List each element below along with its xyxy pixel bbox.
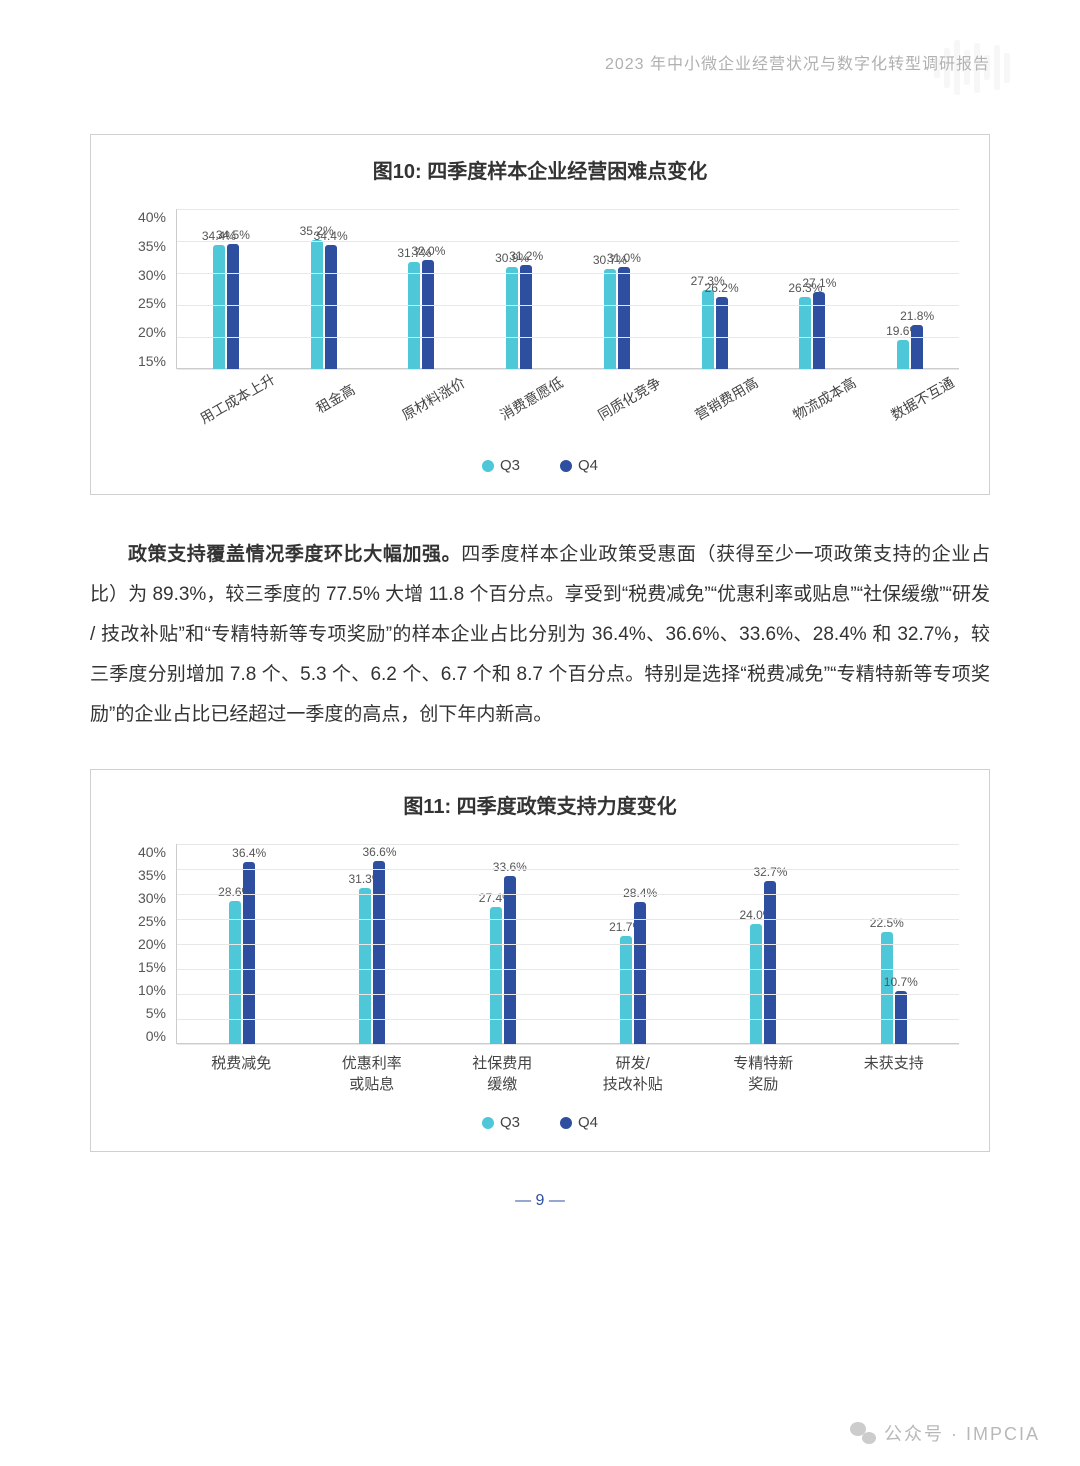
chart-10-plot: 34.4%34.5%35.2%34.4%31.7%32.0%30.9%31.2%…	[176, 209, 959, 369]
chart-10-x-labels: 用工成本上升租金高原材料涨价消费意愿低同质化竞争营销费用高物流成本高数据不互通	[176, 377, 959, 412]
x-axis-label: 未获支持	[829, 1052, 960, 1094]
legend-label-q3: Q3	[500, 1114, 520, 1131]
bar: 27.4%	[490, 907, 502, 1044]
chart-11-plot: 28.6%36.4%31.3%36.6%27.4%33.6%21.7%28.4%…	[176, 844, 959, 1044]
bar: 10.7%	[895, 991, 907, 1045]
body-paragraph: 政策支持覆盖情况季度环比大幅加强。四季度样本企业政策受惠面（获得至少一项政策支持…	[90, 535, 990, 734]
chart-11-title: 图11: 四季度政策支持力度变化	[121, 790, 959, 819]
paragraph-bold-lead: 政策支持覆盖情况季度环比大幅加强。	[128, 544, 461, 565]
wechat-icon	[850, 1422, 876, 1444]
legend-dot-q4-icon	[560, 460, 572, 472]
bar: 19.6%	[897, 340, 909, 369]
x-axis-label: 社保费用缓缴	[437, 1052, 568, 1094]
bar: 31.3%	[359, 888, 371, 1045]
x-axis-label: 研发/技改补贴	[568, 1052, 699, 1094]
legend-dot-q3-icon	[482, 460, 494, 472]
bar: 30.9%	[506, 267, 518, 369]
chart-10-container: 图10: 四季度样本企业经营困难点变化 40%35%30%25%20%15% 3…	[90, 134, 990, 495]
bar-group: 22.5%10.7%	[829, 932, 959, 1045]
bar: 31.2%	[520, 265, 532, 369]
bar-group: 28.6%36.4%	[177, 862, 307, 1044]
legend-label-q4: Q4	[578, 1114, 598, 1131]
chart-10-title: 图10: 四季度样本企业经营困难点变化	[121, 155, 959, 184]
bar: 30.7%	[604, 269, 616, 369]
page-header-title: 2023 年中小微企业经营状况与数字化转型调研报告	[90, 50, 990, 74]
bar-group: 21.7%28.4%	[568, 902, 698, 1044]
footer-text: 公众号 · IMPCIA	[884, 1420, 1040, 1446]
legend-label-q3: Q3	[500, 457, 520, 474]
page-number: — 9 —	[90, 1192, 990, 1210]
bar: 32.0%	[422, 260, 434, 369]
x-axis-label: 专精特新奖励	[698, 1052, 829, 1094]
bar-group: 31.7%32.0%	[373, 260, 471, 369]
bar: 26.2%	[716, 297, 728, 369]
bar: 31.7%	[408, 262, 420, 369]
bar: 21.7%	[620, 936, 632, 1045]
bar: 34.5%	[227, 244, 239, 369]
chart-11-container: 图11: 四季度政策支持力度变化 40%35%30%25%20%15%10%5%…	[90, 769, 990, 1152]
bar: 36.4%	[243, 862, 255, 1044]
bar: 31.0%	[618, 267, 630, 369]
legend-dot-q3-icon	[482, 1117, 494, 1129]
legend-dot-q4-icon	[560, 1117, 572, 1129]
bar-group: 31.3%36.6%	[307, 861, 437, 1044]
bar: 26.3%	[799, 297, 811, 369]
bar: 36.6%	[373, 861, 385, 1044]
bar-group: 34.4%34.5%	[177, 244, 275, 369]
bar: 21.8%	[911, 325, 923, 369]
x-axis-label: 优惠利率或贴息	[307, 1052, 438, 1094]
chart-11-legend: Q3 Q4	[121, 1114, 959, 1131]
bar: 28.6%	[229, 901, 241, 1044]
bar: 34.4%	[213, 245, 225, 369]
bar-group: 30.7%31.0%	[568, 267, 666, 369]
bar: 27.3%	[702, 290, 714, 369]
bar: 27.1%	[813, 292, 825, 369]
bar-group: 30.9%31.2%	[470, 265, 568, 369]
footer-brand: 公众号 · IMPCIA	[850, 1420, 1040, 1446]
chart-11-x-labels: 税费减免优惠利率或贴息社保费用缓缴研发/技改补贴专精特新奖励未获支持	[176, 1052, 959, 1094]
chart-10-legend: Q3 Q4	[121, 457, 959, 474]
legend-label-q4: Q4	[578, 457, 598, 474]
chart-11-y-axis: 40%35%30%25%20%15%10%5%0%	[121, 844, 166, 1044]
header-watermark-icon	[934, 40, 1010, 95]
x-axis-label: 税费减免	[176, 1052, 307, 1094]
bar: 24.0%	[750, 924, 762, 1044]
bar: 28.4%	[634, 902, 646, 1044]
paragraph-rest: 四季度样本企业政策受惠面（获得至少一项政策支持的企业占比）为 89.3%，较三季…	[90, 544, 990, 725]
chart-10-y-axis: 40%35%30%25%20%15%	[121, 209, 166, 369]
bar: 34.4%	[325, 245, 337, 369]
